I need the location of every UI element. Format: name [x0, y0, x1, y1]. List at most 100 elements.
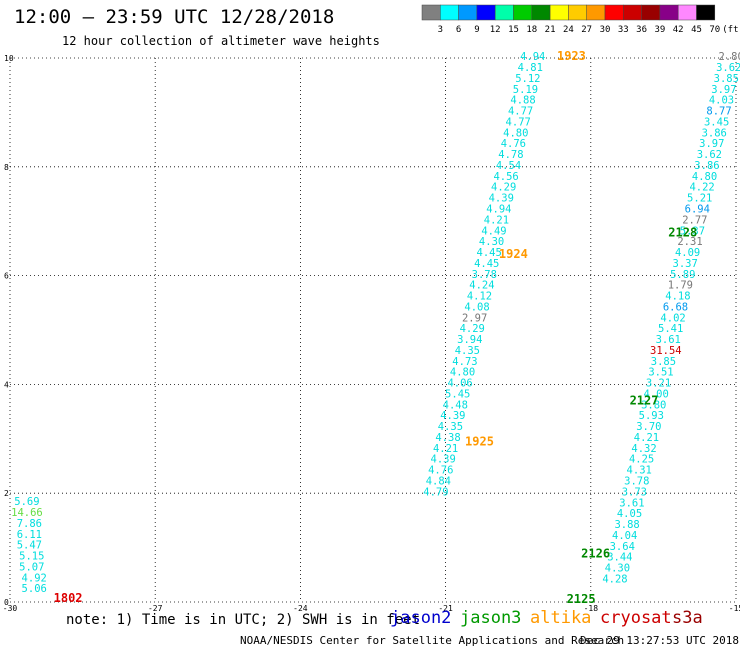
wave-height-point: 4.05	[617, 508, 642, 520]
wave-height-point: 31.54	[650, 345, 682, 357]
wave-height-point: 3.88	[614, 519, 639, 531]
pass-label: 1924	[499, 247, 528, 261]
wave-height-point: 5.07	[19, 561, 44, 573]
wave-height-point: 4.12	[467, 291, 492, 303]
x-tick-label: -24	[293, 604, 308, 613]
x-tick-label: -18	[584, 604, 599, 613]
wave-height-point: 4.45	[477, 247, 502, 259]
wave-height-point: 4.38	[435, 432, 460, 444]
credit-line: NOAA/NESDIS Center for Satellite Applica…	[240, 634, 625, 647]
wave-height-point: 4.22	[689, 182, 714, 194]
wave-height-point: 5.41	[658, 323, 683, 335]
wave-height-point: 3.85	[714, 73, 739, 85]
wave-height-point: 4.39	[431, 454, 456, 466]
wave-height-point: 4.06	[447, 378, 472, 390]
wave-height-point: 4.81	[518, 62, 543, 74]
pass-label: 1923	[557, 49, 586, 63]
x-tick-label: -27	[148, 604, 163, 613]
wave-height-point: 4.02	[660, 312, 685, 324]
wave-height-point: 2.77	[682, 214, 707, 226]
legend-altika: altika	[530, 608, 592, 628]
legend-cryosat: cryosat	[600, 608, 672, 628]
wave-height-point: 3.94	[457, 334, 482, 346]
y-tick-label: 6	[4, 272, 9, 281]
wave-height-point: 3.73	[622, 486, 647, 498]
wave-height-point: 2.97	[462, 312, 487, 324]
wave-height-point: 4.76	[428, 465, 453, 477]
pass-label: 2126	[581, 546, 610, 560]
pass-label: 1802	[54, 591, 83, 605]
wave-height-point: 5.19	[513, 84, 538, 96]
wave-height-point: 3.70	[636, 421, 661, 433]
x-tick-label: -15	[729, 604, 740, 613]
wave-height-point: 3.61	[656, 334, 681, 346]
wave-height-point: 3.44	[607, 552, 632, 564]
wave-height-point: 3.97	[711, 84, 736, 96]
chart-subtitle: 12 hour collection of altimeter wave hei…	[62, 34, 380, 48]
wave-height-point: 4.32	[631, 443, 656, 455]
wave-height-point: 5.12	[515, 73, 540, 85]
legend-jason3: jason3	[460, 608, 522, 628]
wave-height-point: 4.80	[692, 171, 717, 183]
x-tick-label: -21	[438, 604, 453, 613]
wave-height-point: 4.04	[612, 530, 637, 542]
wave-height-point: 4.88	[510, 95, 535, 107]
wave-height-point: 4.77	[508, 106, 533, 118]
wave-height-point: 4.56	[493, 171, 518, 183]
wave-height-point: 4.09	[675, 247, 700, 259]
wave-height-point: 4.39	[440, 410, 465, 422]
wave-height-point: 6.94	[685, 203, 710, 215]
wave-height-point: 3.37	[673, 258, 698, 270]
wave-height-point: 4.21	[634, 432, 659, 444]
wave-height-point: 4.92	[22, 572, 47, 584]
wave-height-point: 6.11	[17, 529, 42, 541]
wave-height-point: 3.61	[619, 497, 644, 509]
wave-height-point: 3.45	[704, 116, 729, 128]
wave-height-point: 3.85	[651, 356, 676, 368]
wave-height-point: 3.62	[716, 62, 740, 74]
wave-height-point: 3.80	[641, 399, 666, 411]
wave-height-point: 4.30	[605, 563, 630, 575]
wave-height-point: 4.21	[433, 443, 458, 455]
wave-height-point: 3.86	[694, 160, 719, 172]
wave-height-point: 4.94	[486, 203, 511, 215]
y-tick-label: 2	[4, 489, 9, 498]
wave-height-point: 4.00	[643, 388, 668, 400]
wave-height-point: 4.49	[481, 225, 506, 237]
wave-height-point: 4.30	[479, 236, 504, 248]
pass-label: 2125	[567, 592, 596, 606]
wave-height-point: 4.24	[469, 280, 494, 292]
x-tick-label: -30	[3, 604, 18, 613]
wave-height-point: 4.18	[665, 291, 690, 303]
wave-height-point: 4.54	[496, 160, 521, 172]
wave-height-point: 4.28	[602, 573, 627, 585]
wave-height-point: 4.08	[464, 301, 489, 313]
wave-height-point: 5.21	[687, 193, 712, 205]
pass-label: 1925	[465, 434, 494, 448]
wave-height-point: 5.93	[639, 410, 664, 422]
y-tick-label: 4	[4, 380, 9, 389]
footnote: note: 1) Time is in UTC; 2) SWH is in fe…	[66, 612, 421, 628]
wave-height-point: 5.47	[17, 540, 42, 552]
wave-height-point: 3.97	[699, 138, 724, 150]
wave-height-point: 5.15	[19, 551, 44, 563]
wave-height-point: 3.21	[646, 378, 671, 390]
wave-height-point: 4.80	[450, 367, 475, 379]
wave-height-point: 4.29	[491, 182, 516, 194]
wave-height-point: 3.64	[610, 541, 635, 553]
chart-title: 12:00 – 23:59 UTC 12/28/2018	[14, 6, 335, 28]
wave-height-point: 4.76	[501, 138, 526, 150]
wave-height-point: 4.03	[709, 95, 734, 107]
wave-height-point: 4.79	[423, 486, 448, 498]
wave-height-point: 2.80	[719, 51, 740, 63]
wave-height-point: 14.66	[11, 507, 43, 519]
legend-s3a: s3a	[672, 608, 703, 628]
wave-height-point: 3.78	[472, 269, 497, 281]
wave-height-point: 5.89	[670, 269, 695, 281]
wave-height-point: 5.69	[14, 496, 39, 508]
wave-height-point: 3.62	[697, 149, 722, 161]
wave-height-point: 5.45	[445, 388, 470, 400]
wave-height-point: 4.73	[452, 356, 477, 368]
wave-height-point: 4.29	[460, 323, 485, 335]
